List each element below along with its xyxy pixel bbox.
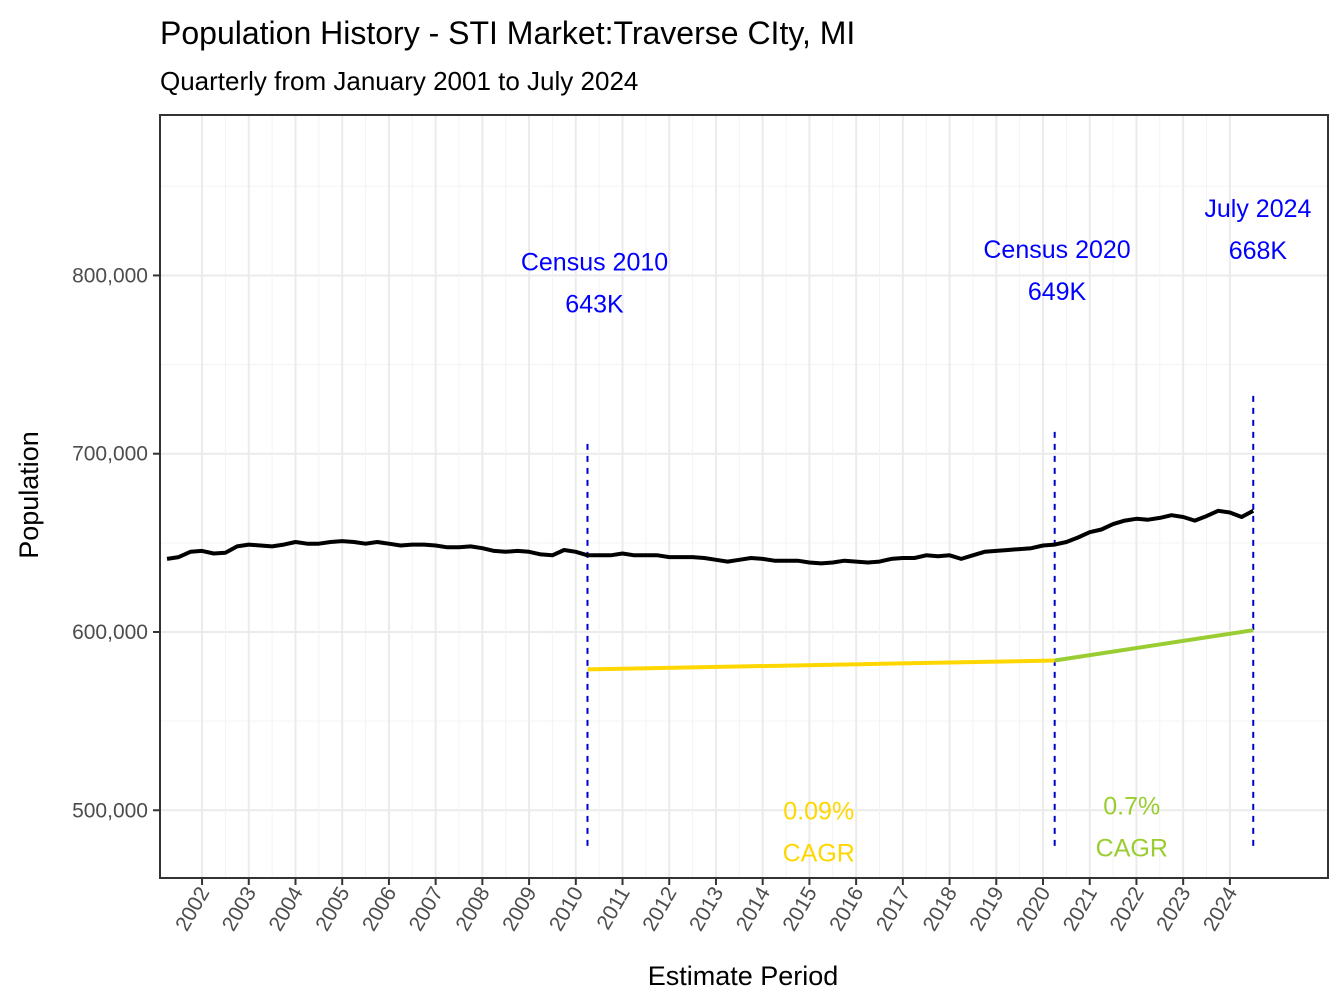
y-axis-title: Population [14,431,44,559]
plot-area: Census 2010 643K Census 2020 649K July 2024 6… [72,114,1329,935]
annotation-july-2024: July 2024 668K [1204,195,1311,265]
x-tick-label: 2010 [545,883,588,935]
x-axis-title: Estimate Period [648,961,839,991]
annotation-line: July 2024 [1204,195,1311,223]
chart-title: Population History - STI Market:Traverse… [160,15,855,51]
x-tick-label: 2014 [732,883,775,935]
x-tick-label: 2024 [1199,883,1242,935]
x-tick-label: 2009 [498,883,541,935]
y-tick-label: 600,000 [72,621,148,644]
x-tick-label: 2006 [358,883,401,935]
y-tick-label: 700,000 [72,443,148,466]
series-line [166,508,1255,566]
x-tick-label: 2003 [218,883,261,935]
x-tick-label: 2013 [685,883,728,935]
x-tick-label: 2017 [872,883,915,935]
plot-background [160,115,1328,878]
x-tick-label: 2008 [451,883,494,935]
x-tick-label: 2018 [919,883,962,935]
annotation-census-2020: Census 2020 649K [983,236,1130,306]
x-tick-label: 2012 [638,883,681,935]
annotation-line: 668K [1229,237,1288,265]
x-tick-label: 2011 [592,883,635,934]
x-tick-label: 2023 [1152,883,1195,935]
annotation-census-2010: Census 2010 643K [521,249,668,319]
grid [160,115,1328,878]
annotation-line: 643K [565,291,624,319]
series-line [1054,628,1254,663]
annotation-line: CAGR [1096,834,1168,862]
x-tick-label: 2022 [1106,883,1149,935]
annotation-cagr-2020-2024: 0.7% CAGR [1096,792,1168,862]
x-tick-label: 2019 [965,883,1008,935]
x-tick-label: 2007 [405,883,448,935]
annotation-line: 0.09% [783,798,854,826]
annotation-line: 0.7% [1103,792,1160,820]
x-tick-label: 2004 [265,883,308,935]
annotation-line: Census 2010 [521,249,668,277]
plot-border [159,114,1329,879]
annotation-cagr-2010-2020: 0.09% CAGR [783,798,855,868]
x-tick-label: 2002 [171,883,214,935]
x-tick-label: 2015 [778,883,821,935]
x-tick-label: 2005 [311,883,354,935]
chart-subtitle: Quarterly from January 2001 to July 2024 [160,66,638,96]
series-line [587,658,1055,672]
y-tick-label: 800,000 [72,264,148,287]
x-tick-label: 2021 [1059,883,1102,935]
y-tick-label: 500,000 [72,799,148,822]
annotation-line: CAGR [783,840,855,868]
x-tick-label: 2020 [1012,883,1055,935]
annotation-line: Census 2020 [983,236,1130,264]
annotation-line: 649K [1028,278,1087,306]
x-tick-label: 2016 [825,883,868,935]
